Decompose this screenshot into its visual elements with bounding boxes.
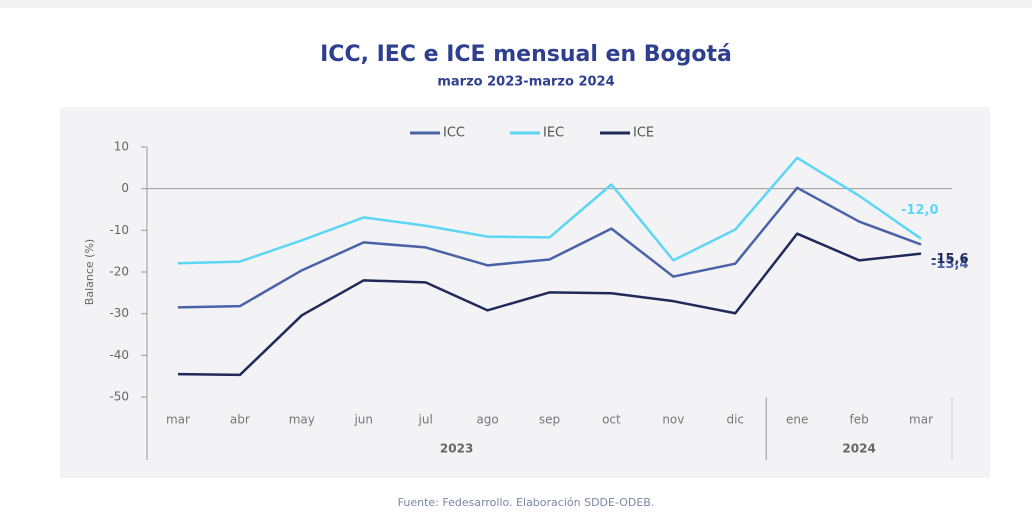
x-tick-label: feb (849, 413, 868, 427)
x-tick-label: sep (539, 413, 560, 427)
group-label: 2024 (842, 442, 875, 456)
top-bar (0, 0, 1032, 8)
data-label: -13,4 (931, 257, 968, 272)
x-tick-label: mar (909, 413, 933, 427)
chart-title: ICC, IEC e ICE mensual en Bogotá (320, 42, 732, 67)
chart-subtitle: marzo 2023-marzo 2024 (437, 75, 614, 90)
source: Fuente: Fedesarrollo. Elaboración SDDE-O… (398, 496, 655, 509)
legend-label: ICC (443, 126, 465, 141)
y-tick-label: 10 (114, 140, 129, 154)
x-tick-label: jun (353, 413, 373, 427)
x-tick-label: ago (476, 413, 498, 427)
legend-label: IEC (543, 126, 564, 141)
legend-label: ICE (633, 126, 654, 141)
plot-background (60, 107, 990, 478)
x-tick-label: may (289, 413, 315, 427)
y-tick-label: -30 (109, 306, 129, 320)
group-label: 2023 (440, 442, 473, 456)
x-tick-label: jul (418, 413, 433, 427)
y-tick-label: -20 (109, 265, 129, 279)
series-line (177, 186, 922, 309)
series-line (177, 232, 922, 377)
x-tick-label: nov (662, 413, 684, 427)
y-tick-label: -50 (109, 390, 129, 404)
data-label: -15,6 (931, 252, 968, 267)
y-tick-label: -40 (109, 348, 129, 362)
y-tick-label: 0 (121, 181, 129, 195)
x-tick-label: mar (166, 413, 190, 427)
y-axis-label: Balance (%) (83, 239, 96, 305)
x-tick-label: abr (230, 413, 250, 427)
x-tick-label: oct (602, 413, 621, 427)
x-tick-label: ene (786, 413, 808, 427)
data-label: -12,0 (901, 203, 938, 218)
y-tick-label: -10 (109, 223, 129, 237)
x-tick-label: dic (726, 413, 744, 427)
series-line (177, 156, 922, 265)
